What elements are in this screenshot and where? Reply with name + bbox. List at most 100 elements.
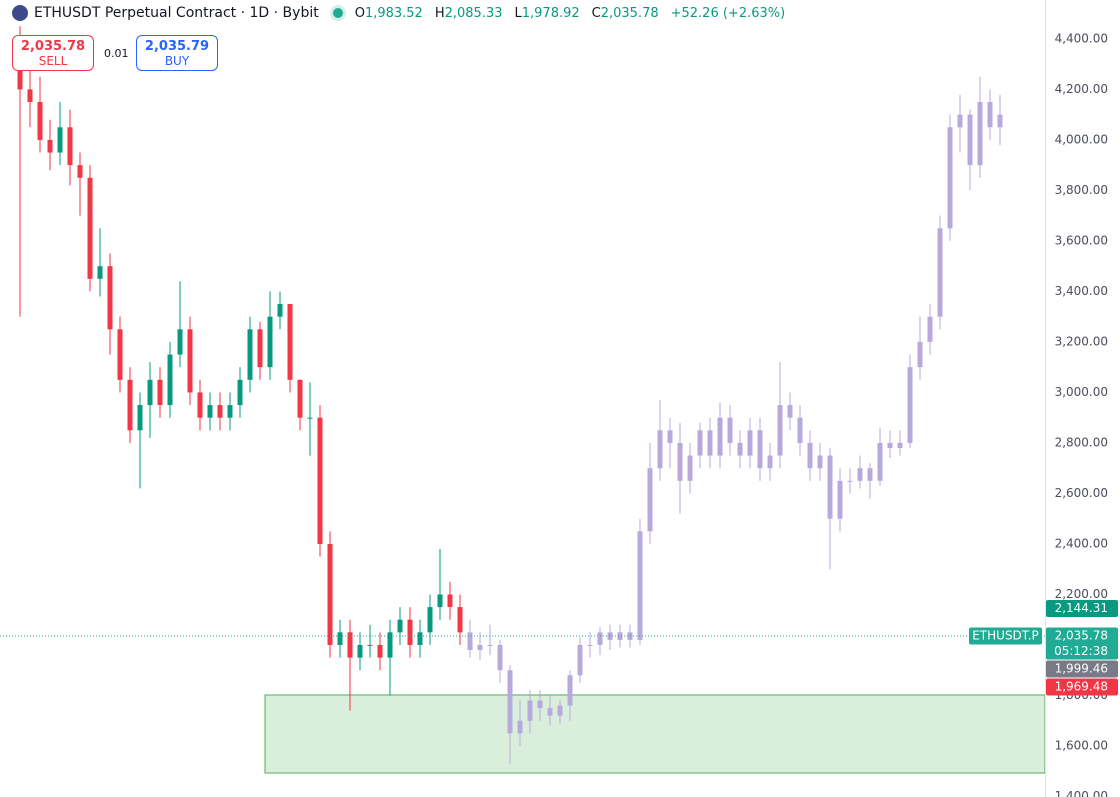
candle-body	[127, 379, 133, 431]
candle-body	[117, 329, 123, 380]
y-tick-label: 3,200.00	[1055, 334, 1108, 348]
candle-body	[557, 705, 563, 716]
candle-body	[707, 430, 713, 456]
candle-body	[967, 114, 973, 166]
y-tick-label: 4,200.00	[1055, 82, 1108, 96]
candle-body	[757, 430, 763, 469]
candle-body	[297, 379, 303, 418]
candle-body	[227, 405, 233, 418]
ohlc-value: 2,035.78	[600, 5, 659, 21]
y-tick-label: 2,800.00	[1055, 435, 1108, 449]
candle-body	[827, 455, 833, 519]
candle-body	[137, 405, 143, 431]
candle-body	[947, 127, 953, 229]
candle-body	[197, 392, 203, 418]
price-tag-label: 1,999.46	[1055, 661, 1108, 675]
candle-body	[107, 266, 113, 330]
price-tag	[1046, 660, 1118, 678]
ohlc-value: 1,978.92	[521, 5, 580, 21]
candle-body	[277, 304, 283, 317]
ohlc-key: H	[434, 5, 445, 21]
candle-body	[487, 644, 493, 646]
candle-body	[27, 89, 33, 103]
price-tag-label: 2,144.31	[1055, 601, 1108, 615]
candle-body	[97, 266, 103, 279]
ohlc-key: O	[354, 5, 365, 21]
candle-body	[867, 468, 873, 481]
candle-body	[317, 417, 323, 544]
candle-body	[677, 442, 683, 481]
candle-body	[527, 700, 533, 721]
candle-body	[887, 442, 893, 448]
candle-body	[207, 405, 213, 418]
candle-body	[997, 114, 1003, 128]
candle-body	[437, 594, 443, 608]
ohlc-value: 1,983.52	[364, 5, 423, 21]
candle-body	[37, 102, 43, 140]
candle-body	[857, 468, 863, 481]
y-tick-label: 1,400.00	[1055, 789, 1108, 797]
sell-price: 2,035.78	[20, 39, 86, 54]
price-tag-label: 1,969.48	[1055, 679, 1108, 693]
candle-body	[907, 367, 913, 443]
y-tick-label: 4,000.00	[1055, 132, 1108, 146]
candle-body	[497, 644, 503, 671]
candle-body	[327, 543, 333, 645]
header: ETHUSDT Perpetual Contract · 1D · Bybit …	[12, 5, 785, 21]
candle-body	[67, 127, 73, 166]
sell-button[interactable]: 2,035.78 SELL	[12, 35, 94, 71]
price-tag-label: 2,035.78	[1055, 628, 1108, 642]
candle-body	[817, 455, 823, 469]
ohlc-open: O1,983.52	[355, 6, 423, 21]
zone	[264, 694, 1046, 774]
candle-body	[647, 468, 653, 532]
y-tick-label: 2,400.00	[1055, 536, 1108, 550]
candle-body	[447, 594, 453, 608]
candle-body	[47, 139, 53, 153]
candle-body	[267, 316, 273, 368]
candle-body	[537, 700, 543, 709]
candle-body	[847, 480, 853, 482]
symbol-icon	[12, 5, 28, 21]
candle-body	[417, 632, 423, 645]
candle-body	[547, 708, 553, 716]
candle-body	[77, 165, 83, 178]
candle-body	[637, 531, 643, 640]
candle-body	[237, 379, 243, 406]
buy-button[interactable]: 2,035.79 BUY	[136, 35, 218, 71]
buy-label: BUY	[164, 54, 190, 68]
candle-body	[477, 644, 483, 651]
status-dot	[332, 8, 343, 18]
candle-body	[147, 379, 153, 406]
ohlc-key: C	[591, 5, 601, 21]
candle-body	[257, 329, 263, 368]
y-tick-label: 1,600.00	[1055, 738, 1108, 752]
candle-body	[737, 442, 743, 456]
candle-body	[387, 632, 393, 658]
candle-body	[577, 644, 583, 676]
candle-body	[57, 127, 63, 153]
candle-body	[697, 430, 703, 456]
candle-body	[787, 405, 793, 418]
y-tick-label: 3,800.00	[1055, 183, 1108, 197]
candle-body	[657, 430, 663, 469]
candle-body	[367, 644, 373, 646]
candle-body	[347, 632, 353, 658]
symbol-title[interactable]: ETHUSDT Perpetual Contract · 1D · Bybit	[34, 5, 319, 21]
symbol-tag	[969, 627, 1042, 645]
candle-body	[467, 632, 473, 651]
y-tick-label: 3,000.00	[1055, 385, 1108, 399]
candle-body	[427, 607, 433, 633]
candle-body	[917, 341, 923, 368]
candle-body	[407, 619, 413, 645]
ohlc-low: L1,978.92	[515, 6, 580, 21]
candle-body	[687, 455, 693, 481]
candle-body	[307, 417, 313, 419]
buy-price: 2,035.79	[144, 39, 210, 54]
price-tag	[1046, 600, 1118, 618]
candle-body	[217, 405, 223, 418]
candle-body	[357, 644, 363, 658]
candle-body	[927, 316, 933, 342]
candle-body	[587, 644, 593, 646]
